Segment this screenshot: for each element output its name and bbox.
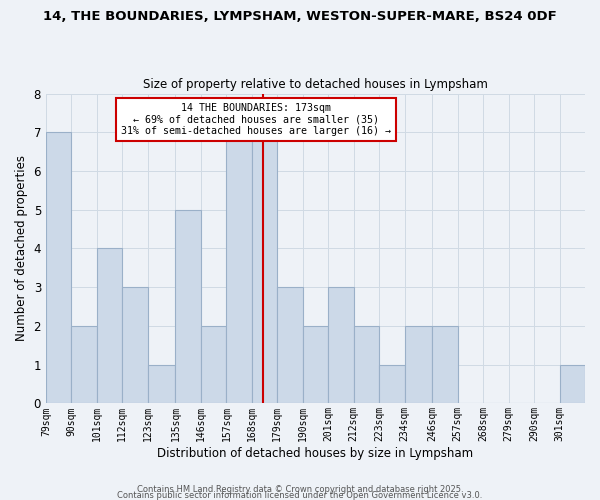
Bar <box>379 364 404 404</box>
Bar <box>404 326 432 404</box>
Text: Contains HM Land Registry data © Crown copyright and database right 2025.: Contains HM Land Registry data © Crown c… <box>137 484 463 494</box>
Bar <box>353 326 379 404</box>
Bar <box>328 287 353 404</box>
Bar <box>277 287 303 404</box>
Bar <box>560 364 585 404</box>
Bar <box>175 210 201 404</box>
Bar <box>46 132 71 404</box>
Bar <box>148 364 175 404</box>
Text: 14 THE BOUNDARIES: 173sqm
← 69% of detached houses are smaller (35)
31% of semi-: 14 THE BOUNDARIES: 173sqm ← 69% of detac… <box>121 103 391 136</box>
Text: Contains public sector information licensed under the Open Government Licence v3: Contains public sector information licen… <box>118 491 482 500</box>
Bar <box>226 132 252 404</box>
Bar <box>303 326 328 404</box>
Bar <box>201 326 226 404</box>
Text: 14, THE BOUNDARIES, LYMPSHAM, WESTON-SUPER-MARE, BS24 0DF: 14, THE BOUNDARIES, LYMPSHAM, WESTON-SUP… <box>43 10 557 23</box>
Bar <box>97 248 122 404</box>
Bar <box>122 287 148 404</box>
X-axis label: Distribution of detached houses by size in Lympsham: Distribution of detached houses by size … <box>157 447 473 460</box>
Bar <box>432 326 458 404</box>
Bar <box>252 132 277 404</box>
Title: Size of property relative to detached houses in Lympsham: Size of property relative to detached ho… <box>143 78 488 91</box>
Bar <box>71 326 97 404</box>
Y-axis label: Number of detached properties: Number of detached properties <box>15 156 28 342</box>
